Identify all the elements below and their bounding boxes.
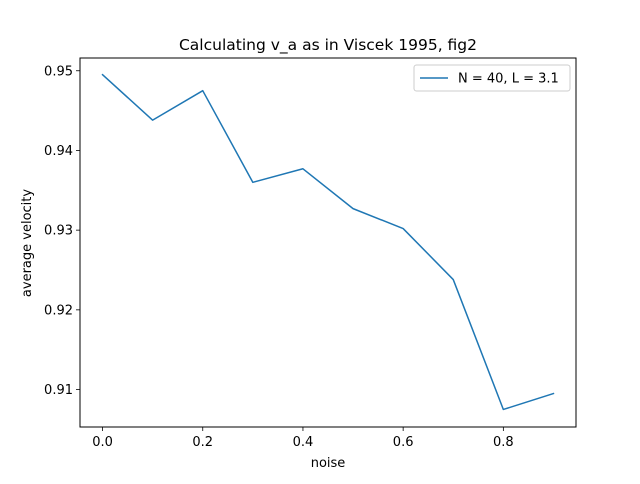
y-tick-label: 0.92 — [44, 303, 73, 318]
legend-label: N = 40, L = 3.1 — [458, 72, 559, 87]
x-axis-ticks: 0.0 0.2 0.4 0.6 0.8 — [92, 427, 514, 450]
y-tick-label: 0.94 — [44, 144, 73, 159]
series-line-0 — [101, 73, 555, 411]
legend: N = 40, L = 3.1 — [413, 64, 571, 92]
y-axis-label: average velocity — [20, 189, 35, 297]
x-tick-label: 0.0 — [92, 435, 113, 450]
chart-title: Calculating v_a as in Viscek 1995, fig2 — [179, 36, 477, 55]
y-tick-label: 0.93 — [44, 224, 73, 239]
x-tick-label: 0.4 — [293, 435, 314, 450]
x-tick-label: 0.2 — [192, 435, 213, 450]
x-tick-label: 0.6 — [393, 435, 414, 450]
legend-box — [413, 64, 571, 92]
y-axis-ticks: 0.91 0.92 0.93 0.94 0.95 — [44, 64, 80, 398]
x-axis-label: noise — [311, 456, 346, 471]
y-tick-label: 0.95 — [44, 64, 73, 79]
y-tick-label: 0.91 — [44, 383, 73, 398]
series-layer — [101, 73, 555, 411]
plot-area-frame — [79, 57, 577, 428]
x-tick-label: 0.8 — [493, 435, 514, 450]
